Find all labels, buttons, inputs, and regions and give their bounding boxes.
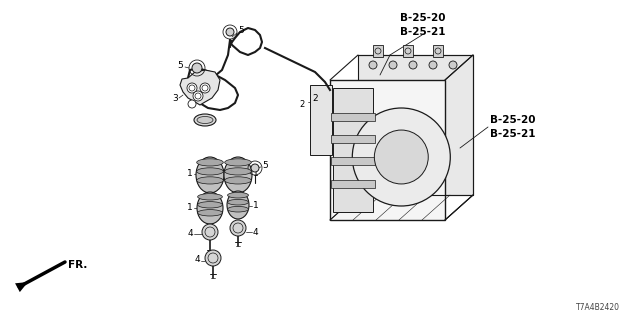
Ellipse shape — [228, 199, 248, 205]
Ellipse shape — [198, 194, 222, 200]
Ellipse shape — [196, 157, 224, 193]
Circle shape — [226, 28, 234, 36]
Ellipse shape — [227, 191, 249, 219]
Bar — [330, 80, 445, 220]
Bar — [403, 45, 413, 57]
Circle shape — [251, 164, 259, 172]
Circle shape — [389, 61, 397, 69]
Circle shape — [409, 61, 417, 69]
Polygon shape — [180, 70, 220, 105]
Text: 1: 1 — [253, 201, 259, 210]
Text: 1: 1 — [253, 169, 259, 178]
Bar — [310, 85, 332, 155]
Ellipse shape — [197, 192, 223, 224]
Circle shape — [205, 250, 221, 266]
Polygon shape — [15, 282, 28, 292]
Circle shape — [429, 61, 437, 69]
Circle shape — [449, 61, 457, 69]
Ellipse shape — [225, 168, 252, 175]
Text: 4: 4 — [188, 228, 193, 237]
Bar — [373, 45, 383, 57]
Ellipse shape — [225, 177, 252, 184]
Text: B-25-20: B-25-20 — [400, 13, 445, 23]
Text: 2: 2 — [312, 93, 318, 102]
Ellipse shape — [228, 192, 248, 198]
Bar — [333, 88, 373, 212]
Circle shape — [187, 83, 197, 93]
Bar — [433, 45, 443, 57]
Text: 5: 5 — [238, 26, 244, 35]
Ellipse shape — [196, 177, 223, 184]
Text: 3: 3 — [172, 93, 178, 102]
Bar — [331, 135, 375, 143]
Text: 4: 4 — [195, 255, 200, 265]
Ellipse shape — [196, 159, 223, 166]
Text: 2: 2 — [300, 100, 305, 109]
Ellipse shape — [197, 116, 213, 124]
Ellipse shape — [225, 159, 252, 166]
Circle shape — [230, 220, 246, 236]
Text: 1: 1 — [188, 169, 193, 178]
Text: B-25-21: B-25-21 — [400, 27, 445, 37]
Circle shape — [193, 91, 203, 101]
Circle shape — [374, 130, 428, 184]
Circle shape — [202, 224, 218, 240]
Text: 5: 5 — [262, 161, 268, 170]
Circle shape — [192, 63, 202, 73]
Bar — [358, 55, 473, 195]
Circle shape — [188, 100, 196, 108]
Bar — [331, 157, 375, 165]
Ellipse shape — [228, 206, 248, 212]
Text: 1: 1 — [188, 203, 193, 212]
Ellipse shape — [194, 114, 216, 126]
Circle shape — [200, 83, 210, 93]
Text: 5: 5 — [177, 60, 183, 69]
Ellipse shape — [198, 210, 222, 216]
Text: FR.: FR. — [68, 260, 88, 270]
Ellipse shape — [198, 202, 222, 208]
Text: T7A4B2420: T7A4B2420 — [576, 303, 620, 313]
Bar — [331, 113, 375, 121]
Circle shape — [352, 108, 451, 206]
Ellipse shape — [224, 157, 252, 193]
Circle shape — [369, 61, 377, 69]
Bar — [331, 180, 375, 188]
Text: B-25-21: B-25-21 — [490, 129, 536, 139]
Text: 4: 4 — [253, 228, 259, 236]
Text: B-25-20: B-25-20 — [490, 115, 536, 125]
Ellipse shape — [196, 168, 223, 175]
